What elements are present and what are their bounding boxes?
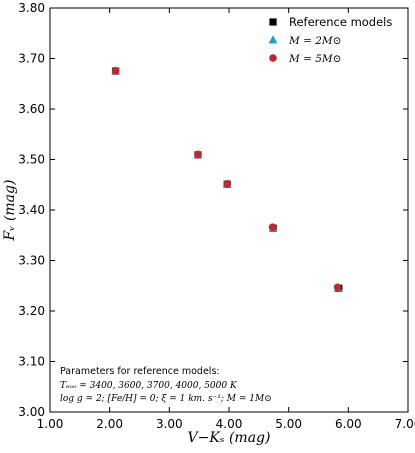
- legend-label: Reference models: [289, 15, 392, 29]
- data-point-circle: [223, 179, 232, 188]
- x-tick-label: 5.00: [275, 417, 302, 431]
- data-point-circle: [111, 66, 120, 75]
- legend: Reference models M = 2M⊙ M = 5M⊙: [268, 15, 392, 65]
- x-tick-label: 3.00: [156, 417, 183, 431]
- y-tick-label: 3.20: [18, 304, 45, 318]
- legend-marker-circle: [269, 54, 277, 62]
- data-point-circle: [268, 223, 277, 231]
- x-tick-label: 6.00: [335, 417, 362, 431]
- legend-marker-square: [269, 18, 277, 26]
- x-tick-label: 1.00: [37, 417, 64, 431]
- annotation-line: log g = 2; [Fe/H] = 0; ξ = 1 km. s⁻¹; M …: [60, 394, 272, 404]
- legend-label: M = 5M⊙: [288, 53, 341, 65]
- x-tick-label: 7.00: [395, 417, 415, 431]
- x-axis-label: V−Kₛ (mag): [188, 430, 271, 446]
- y-tick-label: 3.50: [18, 153, 45, 167]
- y-tick-label: 3.00: [18, 405, 45, 419]
- parameter-annotation: Parameters for reference models: Tₑₒₒ = 3…: [60, 366, 272, 404]
- y-tick-label: 3.70: [18, 52, 45, 66]
- y-tick-label: 3.80: [18, 1, 45, 15]
- data-point-circle: [194, 150, 202, 159]
- annotation-line: Tₑₒₒ = 3400, 3600, 3700, 4000, 5000 K: [60, 381, 238, 391]
- y-axis-label: Fᵥ (mag): [2, 180, 18, 242]
- annotation-title: Parameters for reference models:: [60, 366, 220, 377]
- x-tick-label: 2.00: [96, 417, 123, 431]
- x-tick-label: 4.00: [216, 417, 243, 431]
- y-tick-label: 3.40: [18, 203, 45, 217]
- y-tick-label: 3.30: [18, 254, 45, 268]
- y-tick-label: 3.60: [18, 102, 45, 116]
- axes: 1.00 2.00 3.00 4.00 5.00 6.00 7.00 3.00 3.10 3.20…: [2, 1, 415, 446]
- legend-marker-triangle: [268, 35, 278, 44]
- y-tick-label: 3.10: [18, 355, 45, 369]
- plot-area: [111, 66, 343, 292]
- legend-label: M = 2M⊙: [288, 35, 341, 47]
- data-point-circle: [333, 283, 342, 292]
